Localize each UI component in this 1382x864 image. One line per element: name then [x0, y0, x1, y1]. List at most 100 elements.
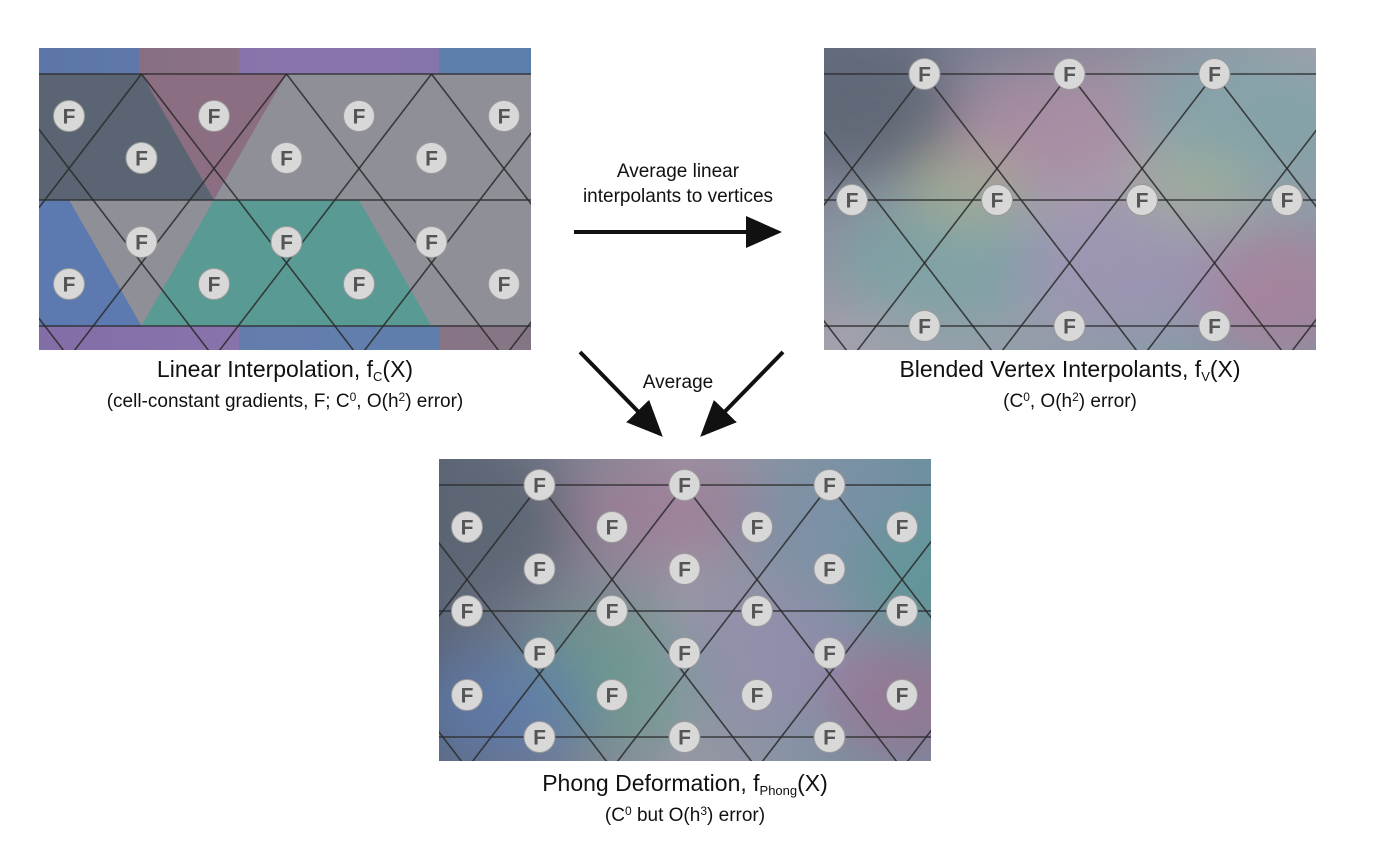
- svg-text:F: F: [918, 316, 931, 339]
- svg-text:F: F: [606, 517, 619, 540]
- svg-text:F: F: [1136, 190, 1149, 213]
- svg-text:F: F: [461, 517, 474, 540]
- gradient-marker-f: F: [198, 268, 230, 300]
- svg-text:F: F: [678, 643, 691, 666]
- phong-deformation-panel: F F F F F F F F F F F F F F F F F F F F F F F F: [439, 459, 931, 761]
- gradient-marker-f: F: [451, 679, 483, 711]
- gradient-marker-f: F: [523, 721, 556, 753]
- gradient-marker-f: F: [270, 142, 303, 174]
- gradient-marker-f: F: [668, 469, 701, 501]
- svg-text:F: F: [63, 106, 76, 129]
- gradient-marker-f: F: [886, 595, 918, 627]
- gradient-marker-f: F: [741, 595, 773, 627]
- svg-text:F: F: [63, 274, 76, 297]
- svg-text:F: F: [846, 190, 859, 213]
- svg-text:F: F: [1063, 64, 1076, 87]
- svg-text:F: F: [498, 106, 511, 129]
- svg-text:F: F: [896, 517, 909, 540]
- gradient-marker-f: F: [908, 310, 941, 342]
- svg-text:F: F: [135, 148, 148, 171]
- caption-title: Blended Vertex Interpolants, fV(X): [899, 356, 1241, 384]
- svg-text:F: F: [353, 106, 366, 129]
- linear-interpolation-panel: F F F F F F F F F F F F F F: [39, 48, 531, 350]
- gradient-marker-f: F: [125, 226, 158, 258]
- svg-text:F: F: [461, 685, 474, 708]
- average-to-vertices-line2: interpolants to vertices: [582, 185, 774, 207]
- arrow-blended-to-phong: [700, 350, 785, 437]
- gradient-marker-f: F: [451, 595, 483, 627]
- blended-vertex-caption: Blended Vertex Interpolants, fV(X) (C0, …: [800, 356, 1340, 413]
- gradient-marker-f: F: [1271, 184, 1303, 216]
- svg-text:F: F: [208, 274, 221, 297]
- gradient-marker-f: F: [523, 637, 556, 669]
- caption-subtitle: (C0 but O(h3) error): [604, 803, 766, 826]
- gradient-marker-f: F: [668, 637, 701, 669]
- svg-text:F: F: [751, 601, 764, 624]
- svg-text:F: F: [533, 643, 546, 666]
- gradient-marker-f: F: [836, 184, 868, 216]
- linear-interpolation-mesh: F F F F F F F F F F F F F F: [39, 48, 531, 350]
- svg-text:F: F: [823, 559, 836, 582]
- caption-title: Linear Interpolation, fC(X): [156, 356, 414, 384]
- svg-text:F: F: [896, 685, 909, 708]
- svg-text:F: F: [678, 727, 691, 750]
- gradient-marker-f: F: [1198, 310, 1231, 342]
- svg-text:F: F: [498, 274, 511, 297]
- gradient-marker-f: F: [668, 721, 701, 753]
- gradient-marker-f: F: [886, 679, 918, 711]
- gradient-marker-f: F: [813, 469, 846, 501]
- gradient-marker-f: F: [488, 268, 520, 300]
- gradient-marker-f: F: [1126, 184, 1158, 216]
- caption-subtitle: (cell-constant gradients, F; C0, O(h2) e…: [106, 389, 464, 412]
- phong-deformation-mesh: F F F F F F F F F F F F F F F F F F F F F F F F: [439, 459, 931, 761]
- caption-title: Phong Deformation, fPhong(X): [542, 770, 828, 798]
- gradient-marker-f: F: [343, 100, 375, 132]
- gradient-marker-f: F: [886, 511, 918, 543]
- svg-text:F: F: [1208, 64, 1221, 87]
- gradient-marker-f: F: [813, 721, 846, 753]
- gradient-marker-f: F: [908, 58, 941, 90]
- gradient-marker-f: F: [1053, 58, 1086, 90]
- gradient-marker-f: F: [741, 511, 773, 543]
- svg-text:F: F: [533, 727, 546, 750]
- average-label: Average: [642, 372, 714, 393]
- svg-text:F: F: [280, 232, 293, 255]
- svg-text:F: F: [461, 601, 474, 624]
- gradient-marker-f: F: [523, 553, 556, 585]
- gradient-marker-f: F: [668, 553, 701, 585]
- gradient-marker-f: F: [488, 100, 520, 132]
- svg-text:F: F: [425, 232, 438, 255]
- svg-text:F: F: [533, 559, 546, 582]
- svg-text:F: F: [751, 685, 764, 708]
- gradient-marker-f: F: [596, 595, 628, 627]
- average-to-vertices-label: Average linear interpolants to vertices: [550, 160, 806, 209]
- gradient-marker-f: F: [1053, 310, 1086, 342]
- gradient-marker-f: F: [523, 469, 556, 501]
- gradient-marker-f: F: [741, 679, 773, 711]
- gradient-marker-f: F: [270, 226, 303, 258]
- svg-text:F: F: [606, 601, 619, 624]
- gradient-marker-f: F: [596, 511, 628, 543]
- svg-text:F: F: [823, 475, 836, 498]
- svg-text:F: F: [896, 601, 909, 624]
- svg-text:F: F: [1063, 316, 1076, 339]
- svg-text:F: F: [918, 64, 931, 87]
- blended-vertex-mesh: F F F F F F F F F F: [824, 48, 1316, 350]
- gradient-marker-f: F: [198, 100, 230, 132]
- gradient-marker-f: F: [415, 226, 448, 258]
- svg-text:F: F: [823, 727, 836, 750]
- gradient-marker-f: F: [981, 184, 1013, 216]
- svg-text:F: F: [991, 190, 1004, 213]
- svg-text:F: F: [606, 685, 619, 708]
- svg-text:F: F: [280, 148, 293, 171]
- phong-deformation-caption: Phong Deformation, fPhong(X) (C0 but O(h…: [420, 770, 950, 827]
- svg-text:F: F: [135, 232, 148, 255]
- arrow-linear-to-phong: [578, 350, 663, 437]
- average-to-vertices-line1: Average linear: [616, 161, 740, 182]
- svg-text:F: F: [751, 517, 764, 540]
- gradient-marker-f: F: [415, 142, 448, 174]
- caption-subtitle: (C0, O(h2) error): [1003, 389, 1137, 412]
- svg-text:F: F: [678, 475, 691, 498]
- svg-text:F: F: [823, 643, 836, 666]
